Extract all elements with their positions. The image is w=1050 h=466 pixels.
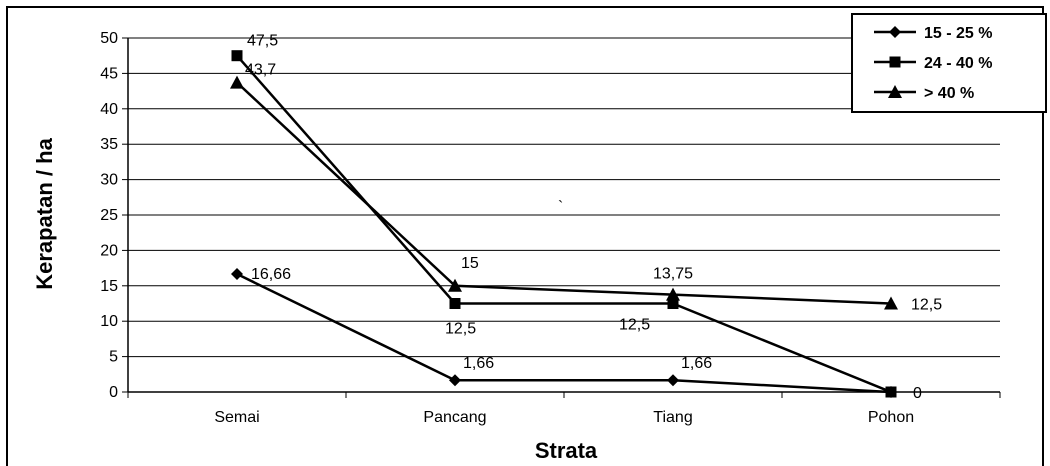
data-label: 43,7 (245, 62, 276, 79)
x-axis-title: Strata (535, 438, 598, 463)
y-axis-title: Kerapatan / ha (32, 137, 57, 289)
y-tick-label: 5 (109, 349, 118, 366)
chart-frame (6, 6, 1044, 466)
data-point (231, 268, 243, 281)
data-point (449, 298, 461, 309)
y-tick-label: 25 (100, 207, 118, 224)
y-tick-label: 40 (100, 101, 118, 118)
y-tick-label: 10 (100, 313, 118, 330)
legend-label: 24 - 40 % (924, 55, 992, 72)
series-line (236, 272, 892, 394)
series-line (236, 81, 892, 305)
x-category-labels: Semai Pancang Tiang Pohon (214, 409, 914, 426)
data-label: 0 (913, 385, 922, 402)
legend-marker (889, 26, 901, 38)
data-label: 1,66 (681, 355, 712, 372)
y-tick-label: 50 (100, 30, 118, 47)
y-tick-label: 35 (100, 136, 118, 153)
data-point (230, 75, 244, 89)
data-point (667, 374, 679, 387)
axes (122, 37, 1001, 398)
data-label: 16,66 (251, 266, 291, 283)
data-label: 15 (461, 255, 479, 272)
data-point (667, 298, 679, 309)
data-label: 12,5 (445, 321, 476, 338)
y-tick-label: 45 (100, 65, 118, 82)
series-markers (230, 50, 898, 398)
x-category-label: Tiang (653, 409, 692, 426)
x-category-label: Pohon (868, 409, 914, 426)
y-tick-labels: 0 5 10 15 20 25 30 35 40 45 50 (100, 30, 118, 401)
legend: 15 - 25 % 24 - 40 % > 40 % (851, 13, 1047, 113)
data-point (885, 386, 897, 398)
data-point (884, 296, 898, 310)
data-point (449, 374, 461, 387)
data-labels: 16,66 1,66 1,66 0 47,5 12,5 12,5 43,7 15 13,75 12,… (245, 33, 942, 402)
data-label: 12,5 (911, 297, 942, 314)
data-label: 47,5 (247, 33, 278, 50)
legend-marker (889, 56, 901, 68)
y-tick-label: 30 (100, 172, 118, 189)
legend-label: > 40 % (924, 85, 974, 102)
y-tick-label: 0 (109, 384, 118, 401)
y-tick-label: 20 (100, 242, 118, 259)
data-label: 12,5 (619, 317, 650, 334)
data-label: 13,75 (653, 266, 693, 283)
data-point (666, 287, 680, 301)
y-tick-label: 15 (100, 278, 118, 295)
data-point (448, 278, 462, 292)
data-label: 1,66 (463, 355, 494, 372)
x-category-label: Semai (214, 409, 259, 426)
series-lines (236, 54, 892, 394)
legend-label: 15 - 25 % (924, 25, 992, 42)
x-category-label: Pancang (423, 409, 486, 426)
legend-marker (888, 85, 902, 98)
stray-annotation: ` (558, 199, 563, 216)
series-line (236, 54, 892, 394)
data-point (231, 50, 243, 62)
